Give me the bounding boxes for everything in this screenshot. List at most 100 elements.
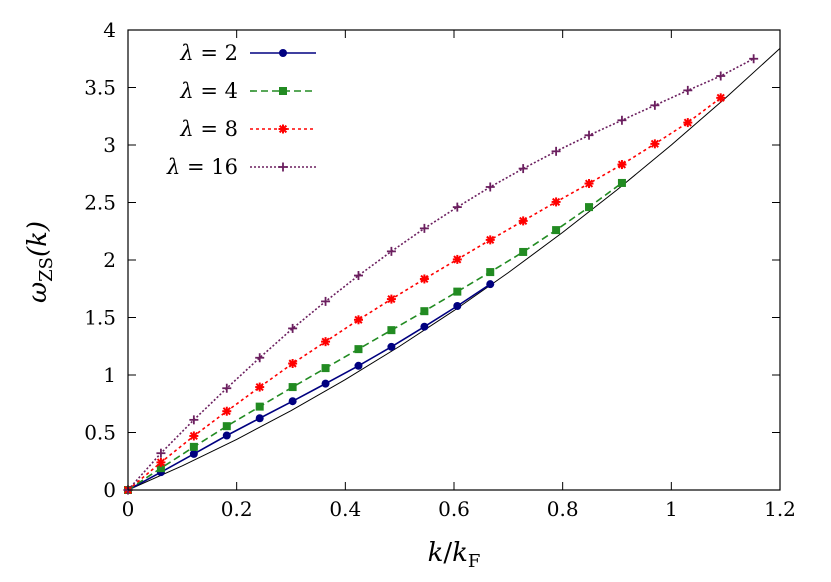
data-point [321,337,331,347]
legend-swatch-marker [279,49,287,57]
legend-swatch-marker [279,87,287,95]
data-point [419,274,429,284]
series-line [127,182,623,491]
data-point [288,359,298,368]
data-point [189,442,198,451]
data-point [453,302,462,310]
data-point [486,268,495,277]
data-point [552,226,561,235]
data-point [387,342,396,351]
x-tick-label: 0.2 [221,497,253,521]
data-point [420,322,429,331]
data-point [485,182,495,192]
data-point [452,202,462,212]
series-layer [123,54,759,495]
x-tick-label: 0.4 [329,497,361,521]
data-point [255,382,265,392]
y-tick-label: 3 [103,133,116,157]
marker-stroke [650,139,659,148]
data-point [518,216,528,226]
data-point [156,448,166,458]
y-tick-label: 3.5 [84,76,116,100]
x-tick-label: 1.2 [764,497,796,521]
data-point [354,345,363,354]
data-point [222,383,232,393]
data-point [353,271,363,281]
legend-item-1: λ = 2 [179,41,316,65]
data-point [222,422,231,431]
data-point [189,449,198,458]
marker-stroke [552,197,561,207]
marker-stroke [387,295,396,304]
legend-swatch-marker [278,124,288,134]
data-point [683,85,693,95]
reference-curve-line [127,48,781,491]
data-point [386,294,396,304]
data-point [420,307,429,316]
y-tick-label: 2 [103,248,116,272]
data-point [255,414,264,423]
legend-item-2: λ = 4 [179,79,316,103]
x-axis-title: k/kF [428,538,481,572]
series-line [127,58,755,491]
data-point [486,280,495,289]
data-point [716,93,726,103]
data-point [617,178,626,187]
x-tick-label: 0 [122,497,135,521]
y-tick-label: 4 [103,18,116,42]
y-tick-label: 1.5 [84,306,116,330]
marker-stroke [255,382,264,392]
series-1 [124,280,495,494]
series-2 [124,178,626,494]
data-point [222,406,232,416]
marker-stroke [519,216,528,225]
data-point [321,364,330,373]
series-3 [123,93,726,495]
data-point [387,326,396,335]
legend-swatch-marker [278,162,288,172]
data-point [650,139,660,149]
data-point [288,323,298,333]
legend-label: λ = 4 [179,79,238,103]
y-tick-label: 0 [103,478,116,502]
data-point [584,130,594,140]
data-point [617,115,627,125]
data-point [386,246,396,256]
data-point [485,235,495,245]
data-point [222,431,231,440]
data-point [419,223,429,233]
marker-stroke [156,458,166,467]
marker-stroke [683,118,692,127]
data-point [585,203,594,212]
data-point [617,160,627,170]
marker-stroke [354,315,363,324]
marker-stroke [716,93,725,102]
marker-stroke [278,124,288,134]
data-point [156,464,165,473]
data-point [551,197,561,207]
data-point [716,71,726,81]
data-point [255,402,264,411]
y-tick-label: 1 [103,363,116,387]
data-point [453,287,462,296]
x-tick-label: 1 [665,497,678,521]
x-tick-label: 0.8 [547,497,579,521]
legend: λ = 2 λ = 4 λ = 8 λ = 16 [166,41,316,179]
y-axis-title: ωZS(k) [23,221,57,303]
data-point [584,179,594,189]
data-point [519,247,528,256]
legend-label: λ = 8 [179,117,238,141]
data-point [288,397,297,406]
data-point [551,146,561,156]
data-point [650,100,660,110]
legend-item-4: λ = 16 [166,155,316,179]
legend-label: λ = 2 [179,41,238,65]
data-point [353,315,363,325]
marker-stroke [486,235,495,244]
marker-stroke [222,407,231,416]
data-point [189,415,199,425]
marker-stroke [617,160,627,169]
x-tick-label: 0.6 [438,497,470,521]
y-tick-label: 0.5 [84,421,116,445]
data-point [321,296,331,306]
